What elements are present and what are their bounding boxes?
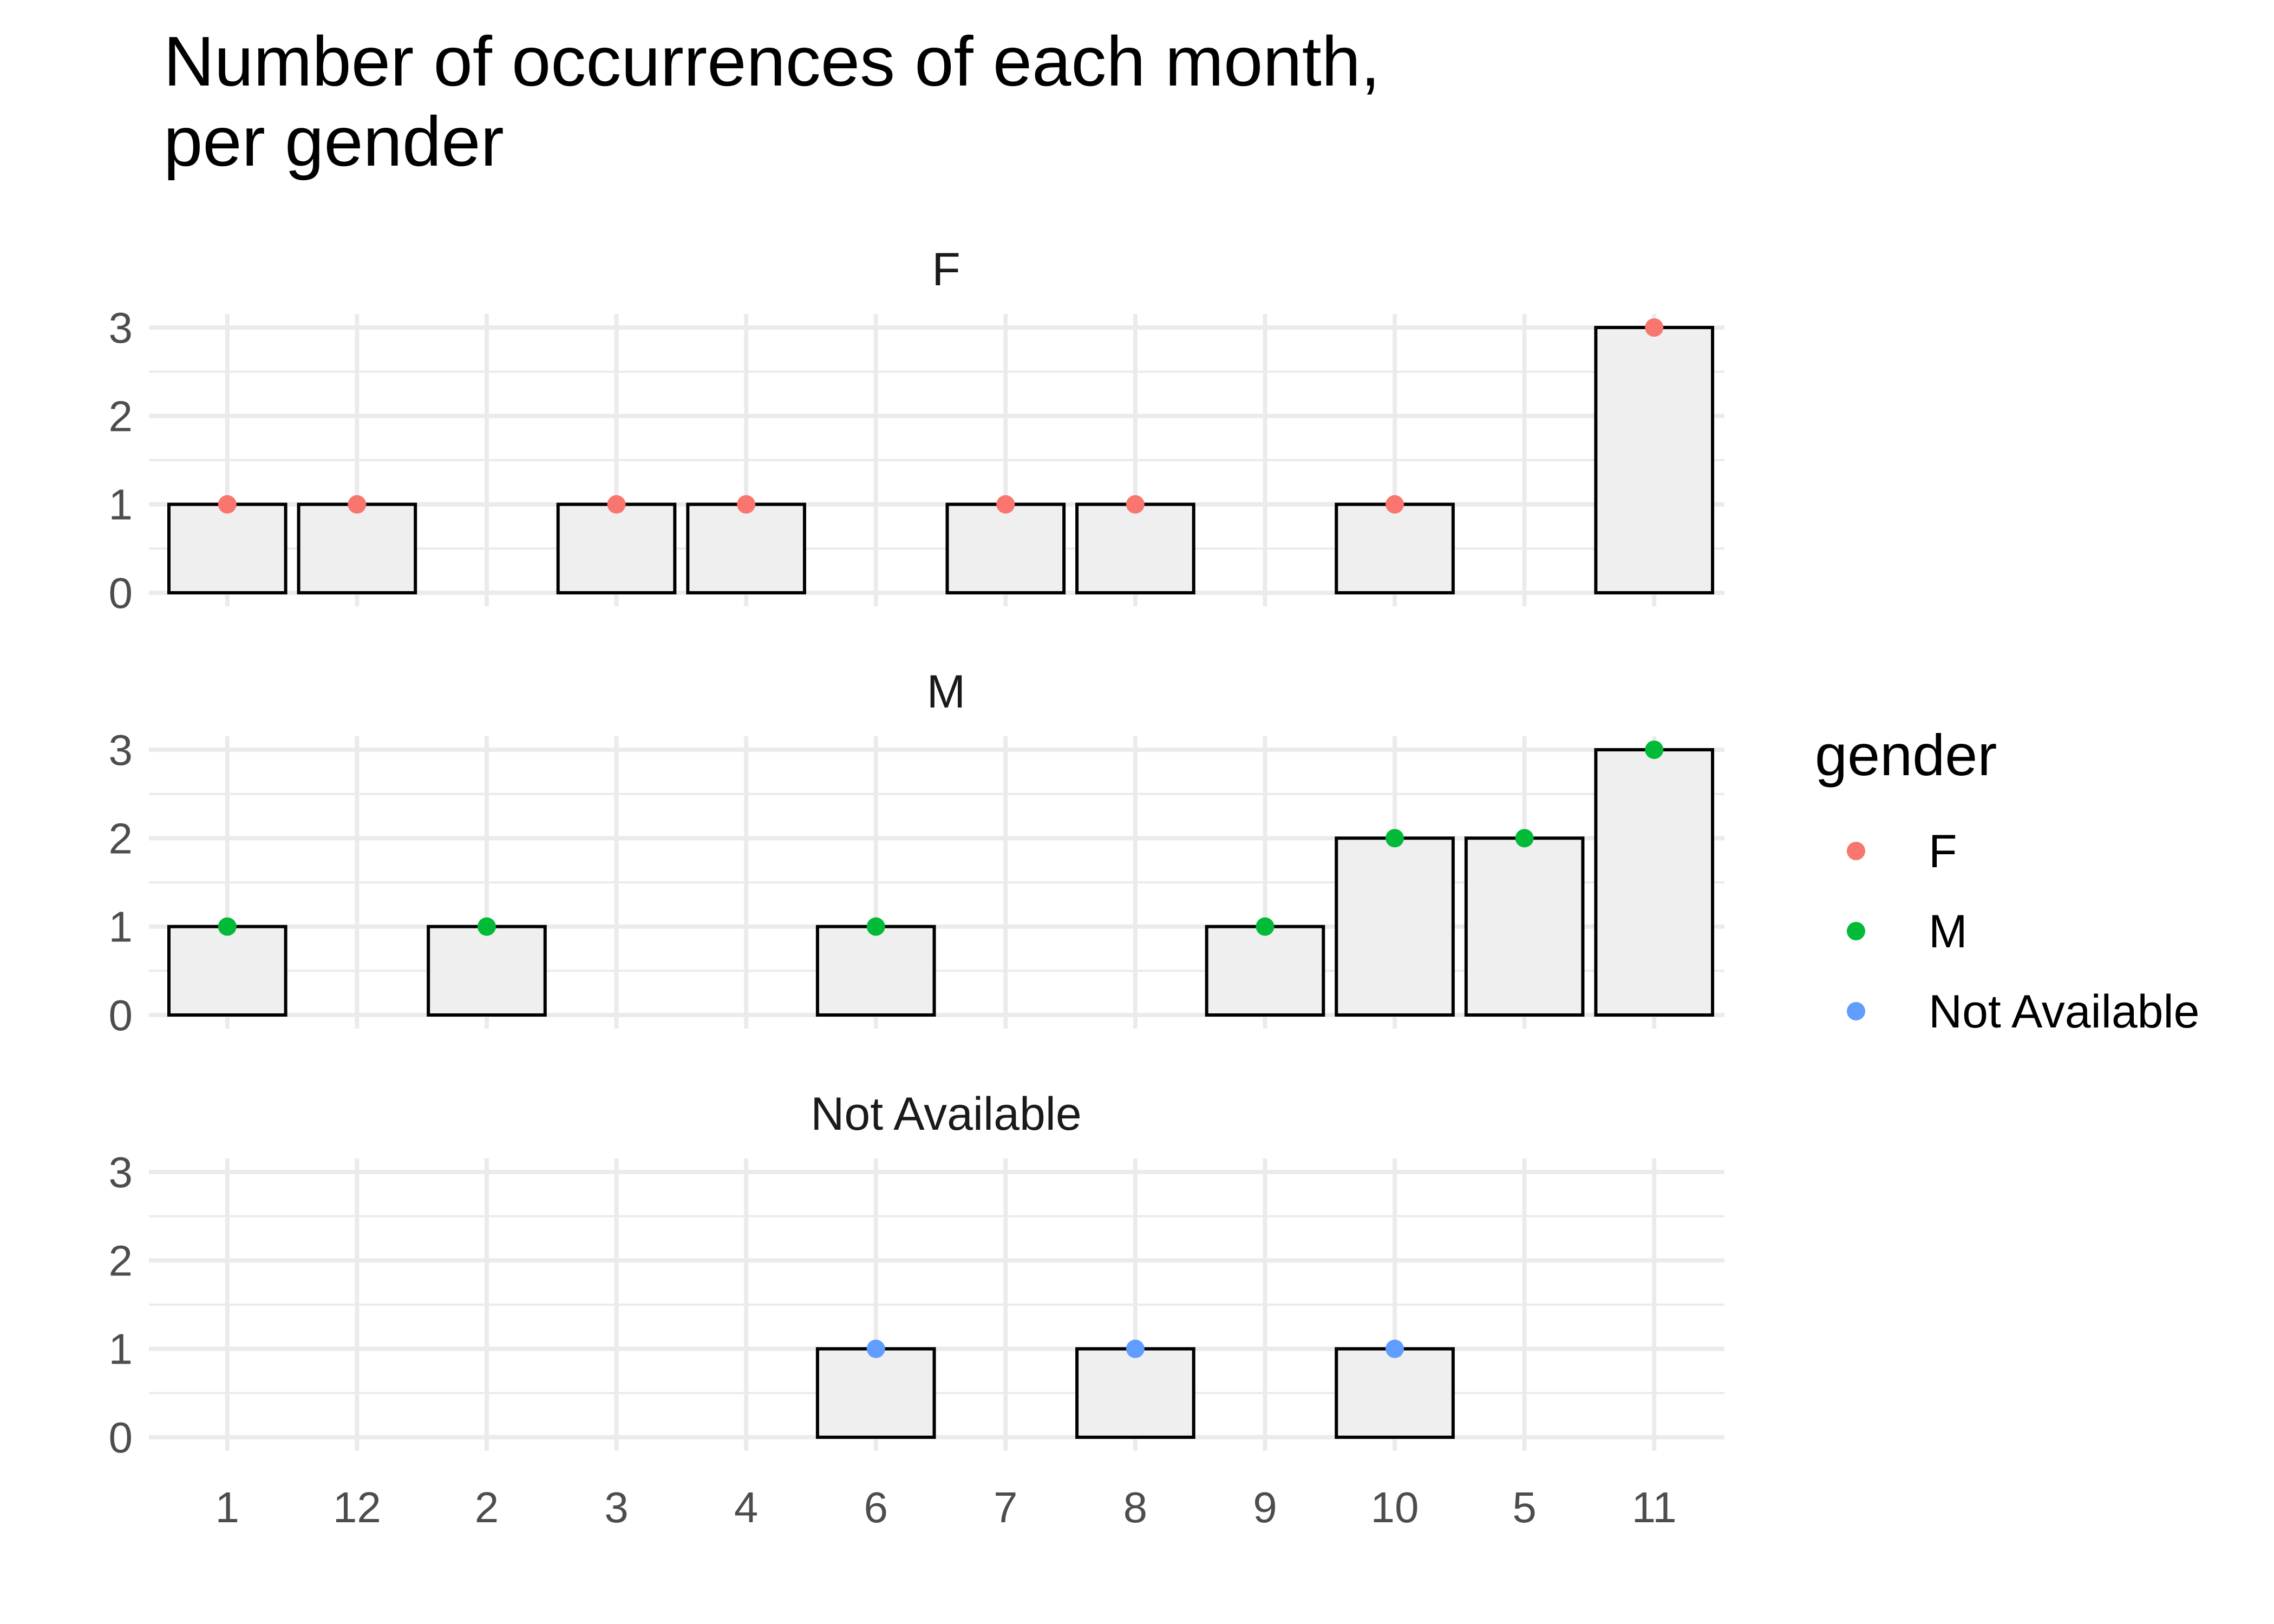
bar-f-month-4 bbox=[686, 502, 806, 595]
x-tick-label: 6 bbox=[864, 1483, 888, 1531]
point-f-month-11 bbox=[1645, 318, 1664, 337]
point-f-month-4 bbox=[737, 495, 756, 514]
x-tick-label: 3 bbox=[604, 1483, 629, 1531]
bar-m-month-11 bbox=[1594, 748, 1715, 1017]
point-f-month-3 bbox=[607, 495, 626, 514]
y-tick-label: 3 bbox=[109, 304, 133, 352]
x-tick-label: 10 bbox=[1371, 1483, 1419, 1531]
panel-not-available: Not Available 0 1 2 3 bbox=[109, 1088, 1724, 1462]
legend: gender FM Not Available bbox=[1815, 722, 2199, 1038]
facet-panels: F 0 1 2 3 M 0 1 2 3 Not Available 0 1 2 3 bbox=[109, 244, 1724, 1462]
legend-key-m bbox=[1847, 922, 1865, 940]
y-tick-label: 1 bbox=[109, 903, 133, 951]
y-tick-label: 3 bbox=[109, 726, 133, 774]
bar-m-month-10 bbox=[1335, 836, 1455, 1017]
x-axis: 1 12 2 3 4 6 7 8 9 10 5 11 bbox=[215, 1483, 1677, 1531]
legend-label-f: F bbox=[1929, 826, 1957, 878]
x-tick-label: 11 bbox=[1632, 1483, 1677, 1531]
y-tick-label: 0 bbox=[109, 991, 133, 1039]
bar-f-month-12 bbox=[297, 502, 417, 595]
x-tick-label: 9 bbox=[1253, 1483, 1277, 1531]
bar-f-month-10 bbox=[1335, 502, 1455, 595]
bar-f-month-11 bbox=[1594, 326, 1715, 594]
y-tick-label: 2 bbox=[109, 814, 133, 862]
legend-title: gender bbox=[1815, 722, 1997, 788]
point-m-month-11 bbox=[1645, 741, 1664, 759]
bar-m-month-1 bbox=[167, 925, 287, 1017]
x-tick-label: 7 bbox=[994, 1483, 1018, 1531]
y-tick-label: 3 bbox=[109, 1148, 133, 1196]
point-f-month-8 bbox=[1126, 495, 1145, 514]
chart-title-line-1: Number of occurrences of each month, bbox=[164, 22, 1380, 101]
bar-m-month-9 bbox=[1205, 925, 1325, 1017]
bar-not-available-month-6 bbox=[815, 1347, 936, 1439]
point-m-month-1 bbox=[218, 917, 237, 936]
point-f-month-12 bbox=[348, 495, 367, 514]
bar-f-month-1 bbox=[167, 502, 287, 595]
facet-strip-label-not-available: Not Available bbox=[811, 1088, 1081, 1140]
point-m-month-9 bbox=[1256, 917, 1275, 936]
y-tick-label: 0 bbox=[109, 569, 133, 617]
point-m-month-2 bbox=[477, 917, 496, 936]
panel-m: M 0 1 2 3 bbox=[109, 666, 1724, 1039]
legend-key-not-available bbox=[1847, 1002, 1865, 1020]
point-f-month-10 bbox=[1386, 495, 1404, 514]
point-m-month-10 bbox=[1386, 829, 1404, 848]
facet-strip-label-m: M bbox=[927, 666, 966, 718]
x-tick-label: 1 bbox=[215, 1483, 240, 1531]
chart-title-line-2: per gender bbox=[164, 102, 504, 181]
y-tick-label: 1 bbox=[109, 481, 133, 529]
x-tick-label: 12 bbox=[333, 1483, 381, 1531]
point-not-available-month-10 bbox=[1386, 1339, 1404, 1358]
legend-label-not-available: Not Available bbox=[1929, 986, 2199, 1038]
point-m-month-5 bbox=[1515, 829, 1534, 848]
bar-m-month-5 bbox=[1464, 836, 1585, 1017]
panel-f: F 0 1 2 3 bbox=[109, 244, 1724, 617]
point-not-available-month-8 bbox=[1126, 1339, 1145, 1358]
y-tick-label: 1 bbox=[109, 1325, 133, 1373]
legend-label-m: M bbox=[1929, 906, 1968, 958]
facet-strip-label-f: F bbox=[932, 244, 960, 296]
legend-key-f bbox=[1847, 842, 1865, 860]
x-tick-label: 2 bbox=[475, 1483, 499, 1531]
bar-f-month-3 bbox=[556, 502, 677, 595]
bar-f-month-7 bbox=[945, 502, 1066, 595]
bar-f-month-8 bbox=[1075, 502, 1195, 595]
point-f-month-1 bbox=[218, 495, 237, 514]
point-not-available-month-6 bbox=[866, 1339, 885, 1358]
x-tick-label: 4 bbox=[734, 1483, 759, 1531]
chart-title: Number of occurrences of each month,per … bbox=[164, 22, 1380, 181]
y-tick-label: 2 bbox=[109, 1236, 133, 1285]
y-tick-label: 0 bbox=[109, 1413, 133, 1462]
bar-m-month-6 bbox=[815, 925, 936, 1017]
bar-not-available-month-8 bbox=[1075, 1347, 1195, 1439]
x-tick-label: 5 bbox=[1512, 1483, 1537, 1531]
point-m-month-6 bbox=[866, 917, 885, 936]
point-f-month-7 bbox=[996, 495, 1015, 514]
bar-not-available-month-10 bbox=[1335, 1347, 1455, 1439]
x-tick-label: 8 bbox=[1123, 1483, 1148, 1531]
bar-m-month-2 bbox=[427, 925, 547, 1017]
y-tick-label: 2 bbox=[109, 392, 133, 440]
